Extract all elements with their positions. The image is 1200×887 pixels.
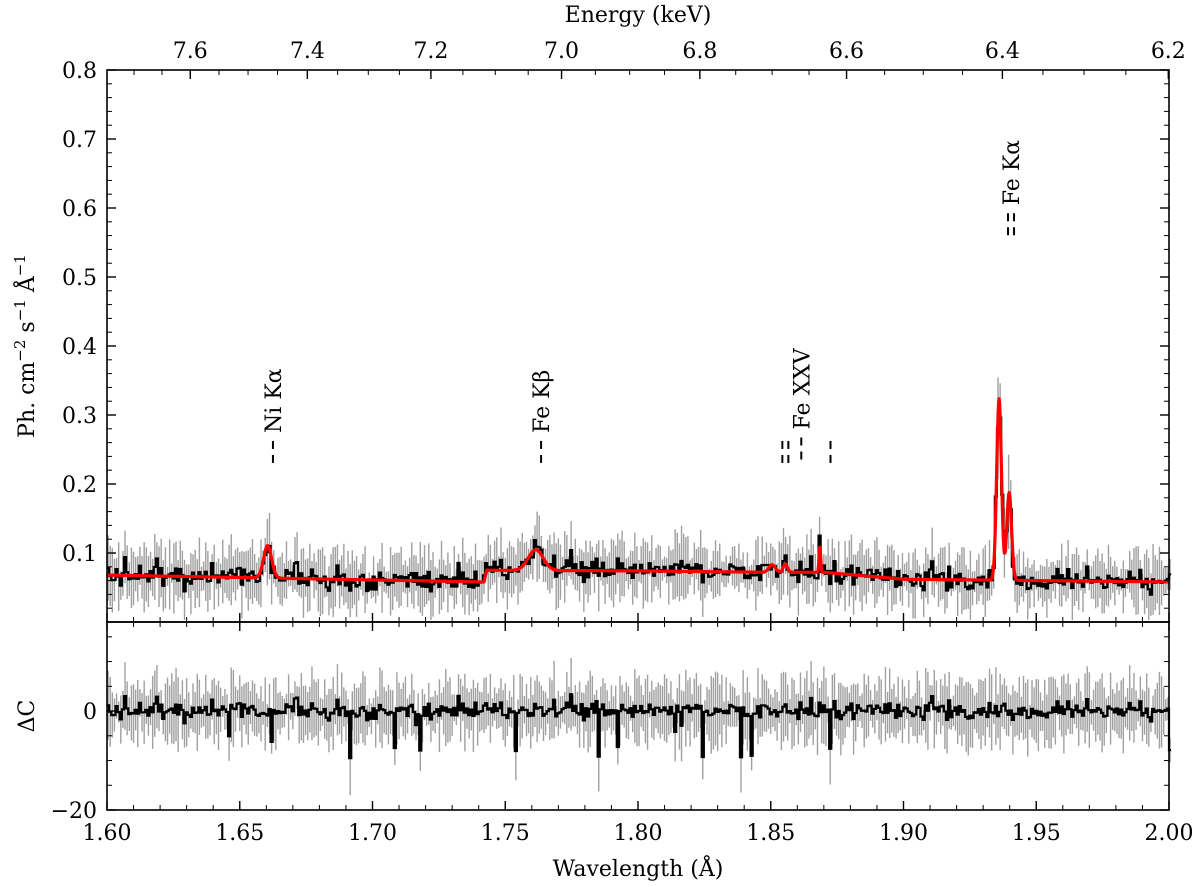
energy-tick-label: 6.6	[829, 39, 864, 64]
y-tick-label: 0.2	[62, 473, 97, 498]
line-label-2: Fe Kβ	[530, 370, 555, 433]
residual-error-bar-set	[107, 657, 1171, 796]
line-label-4: Fe Kα	[1000, 140, 1025, 206]
y-tick-label: 0.8	[62, 59, 97, 84]
residual-y-tick-label: 0	[83, 700, 97, 725]
energy-tick-label: 7.0	[544, 39, 579, 64]
energy-tick-label: 7.2	[413, 39, 448, 64]
flux-axis-title: Ph. cm−2 s−1 Å−1	[11, 254, 40, 438]
residual-panel: 1.60 1.65 1.70 1.75 1.80 1.85 1.90 1.95 2.00 −20 0	[51, 621, 1194, 846]
x-tick-label: 1.70	[348, 821, 397, 846]
y-tick-label: 0.5	[62, 266, 97, 291]
y-tick-label: 0.6	[62, 197, 97, 222]
energy-tick-label: 6.8	[682, 39, 717, 64]
x-tick-label: 1.90	[879, 821, 928, 846]
x-tick-label: 1.65	[215, 821, 264, 846]
residual-data-step	[107, 693, 1172, 760]
y-tick-label: 0.4	[62, 335, 97, 360]
energy-axis-title: Energy (keV)	[565, 3, 712, 28]
energy-tick-label: 7.4	[290, 39, 325, 64]
line-label-1: Ni Kα	[262, 368, 287, 433]
energy-tick-label: 6.4	[985, 39, 1020, 64]
spectrum-axis-ticks: 7.6 7.4 7.2 7.0 6.8 6.6 6.4 6.2 0.1 0.2 0.3 0.4 0.5 0…	[62, 39, 1186, 622]
y-tick-label: 0.3	[62, 404, 97, 429]
residual-error-bars	[107, 657, 1171, 796]
spectrum-model-line	[105, 397, 1171, 584]
wavelength-axis-title: Wavelength (Å)	[553, 854, 724, 882]
x-tick-label: 1.75	[481, 821, 530, 846]
x-tick-label: 1.95	[1012, 821, 1061, 846]
residual-axis-title: ΔC	[15, 700, 40, 733]
x-tick-label: 1.60	[83, 821, 132, 846]
y-tick-label: 0.7	[62, 128, 97, 153]
spectrum-panel: 7.6 7.4 7.2 7.0 6.8 6.6 6.4 6.2 0.1 0.2 0.3 0.4 0.5 0…	[62, 39, 1186, 623]
line-label-3: Fe XXV	[790, 347, 815, 429]
line-annotations: Ni Kα Fe Kβ Fe XXV Fe Kα	[262, 140, 1025, 463]
residual-axis-ticks: 1.60 1.65 1.70 1.75 1.80 1.85 1.90 1.95 2.00 −20 0	[51, 622, 1194, 846]
y-tick-label: 0.1	[62, 542, 97, 567]
energy-tick-label: 7.6	[173, 39, 208, 64]
residual-y-tick-label: −20	[51, 799, 97, 824]
x-tick-label: 1.85	[746, 821, 795, 846]
x-tick-label: 2.00	[1145, 821, 1194, 846]
energy-tick-label: 6.2	[1151, 39, 1186, 64]
x-tick-label: 1.80	[614, 821, 663, 846]
